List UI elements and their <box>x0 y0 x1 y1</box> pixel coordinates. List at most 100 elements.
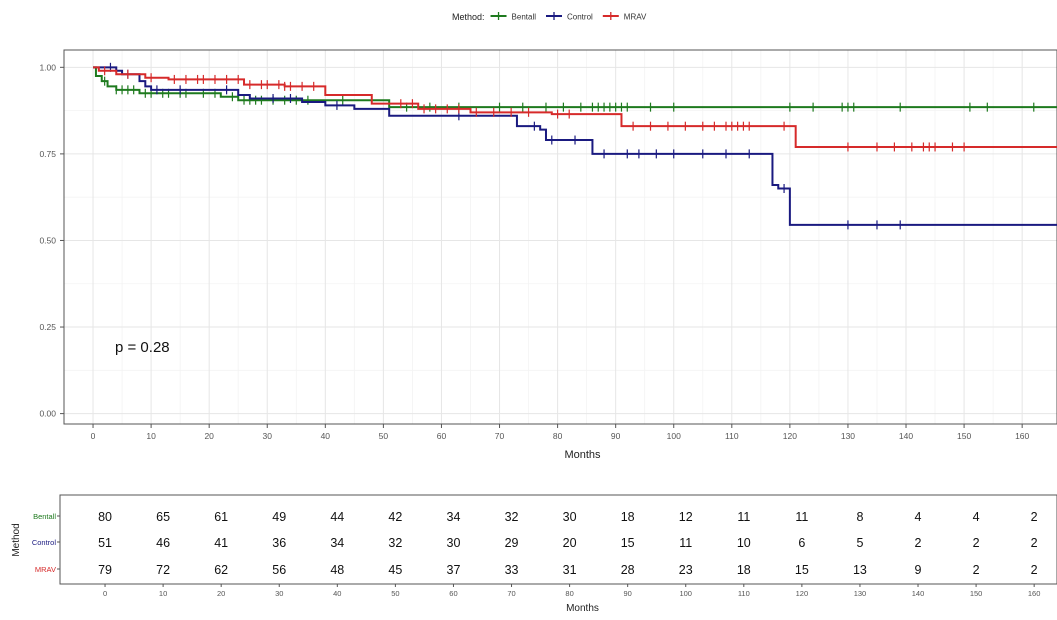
x-tick-label: 130 <box>841 431 855 441</box>
risk-x-tick-label: 120 <box>796 589 809 598</box>
risk-row-label-bentall: Bentall <box>33 512 56 521</box>
risk-table-border <box>59 494 1057 585</box>
risk-count: 34 <box>447 510 461 524</box>
x-tick-label: 0 <box>91 431 96 441</box>
risk-count: 9 <box>915 563 922 577</box>
risk-count: 6 <box>798 536 805 550</box>
y-tick-label: 0.50 <box>39 235 56 245</box>
risk-x-tick-label: 130 <box>854 589 867 598</box>
risk-count: 61 <box>214 510 228 524</box>
risk-x-tick-label: 140 <box>912 589 925 598</box>
risk-count: 23 <box>679 563 693 577</box>
x-tick-label: 20 <box>204 431 214 441</box>
risk-count: 48 <box>330 563 344 577</box>
risk-x-tick-label: 150 <box>970 589 983 598</box>
risk-row-label-mrav: MRAV <box>35 565 56 574</box>
risk-count: 2 <box>915 536 922 550</box>
risk-x-tick-label: 50 <box>391 589 399 598</box>
risk-count: 5 <box>856 536 863 550</box>
x-tick-label: 40 <box>321 431 331 441</box>
risk-count: 12 <box>679 510 693 524</box>
risk-count: 10 <box>737 536 751 550</box>
risk-x-tick-label: 80 <box>565 589 573 598</box>
risk-table-y-title: Method <box>11 523 22 556</box>
risk-x-tick-label: 160 <box>1028 589 1041 598</box>
risk-x-tick-label: 110 <box>738 589 750 598</box>
risk-table-x-title: Months <box>566 603 599 614</box>
x-tick-label: 30 <box>263 431 273 441</box>
x-tick-label: 90 <box>611 431 621 441</box>
risk-count: 44 <box>330 510 344 524</box>
risk-count: 30 <box>563 510 577 524</box>
x-tick-label: 120 <box>783 431 797 441</box>
y-tick-label: 0.25 <box>39 322 56 332</box>
risk-count: 2 <box>1031 536 1038 550</box>
risk-count: 15 <box>621 536 635 550</box>
risk-count: 2 <box>973 563 980 577</box>
risk-row-label-control: Control <box>32 538 57 547</box>
x-tick-label: 140 <box>899 431 913 441</box>
risk-count: 11 <box>679 536 692 550</box>
x-tick-label: 110 <box>725 431 739 441</box>
risk-x-tick-label: 40 <box>333 589 341 598</box>
x-axis-title: Months <box>564 449 601 461</box>
risk-x-tick-label: 60 <box>449 589 457 598</box>
risk-count: 18 <box>737 563 751 577</box>
risk-count: 37 <box>447 563 461 577</box>
survival-curve-bentall <box>93 66 1057 109</box>
risk-count: 4 <box>915 510 922 524</box>
x-tick-label: 50 <box>379 431 389 441</box>
x-tick-label: 80 <box>553 431 563 441</box>
risk-count: 28 <box>621 563 635 577</box>
risk-count: 42 <box>388 510 402 524</box>
risk-count: 65 <box>156 510 170 524</box>
risk-count: 62 <box>214 563 228 577</box>
risk-count: 49 <box>272 510 286 524</box>
survival-curve-mrav <box>93 66 1057 148</box>
risk-count: 20 <box>563 536 577 550</box>
risk-count: 2 <box>973 536 980 550</box>
legend-entry-mrav: MRAV <box>624 13 647 22</box>
risk-count: 72 <box>156 563 170 577</box>
legend-entry-bentall: Bentall <box>512 13 537 22</box>
risk-count: 46 <box>156 536 170 550</box>
legend-title: Method: <box>452 12 485 22</box>
risk-x-tick-label: 70 <box>507 589 515 598</box>
risk-count: 4 <box>973 510 980 524</box>
risk-count: 31 <box>563 563 577 577</box>
risk-count: 32 <box>505 510 519 524</box>
risk-count: 36 <box>272 536 286 550</box>
risk-count: 80 <box>98 510 112 524</box>
risk-count: 13 <box>853 563 867 577</box>
risk-x-tick-label: 0 <box>103 589 107 598</box>
risk-count: 11 <box>737 510 750 524</box>
p-value-annotation: p = 0.28 <box>115 339 170 356</box>
plot-panel-border <box>63 49 1057 425</box>
risk-x-tick-label: 10 <box>159 589 167 598</box>
y-tick-label: 0.75 <box>39 149 56 159</box>
risk-count: 34 <box>330 536 344 550</box>
risk-x-tick-label: 90 <box>623 589 631 598</box>
risk-count: 33 <box>505 563 519 577</box>
risk-count: 41 <box>214 536 228 550</box>
y-tick-label: 0.00 <box>39 409 56 419</box>
survival-curve-control <box>93 66 1057 226</box>
risk-count: 2 <box>1031 563 1038 577</box>
risk-x-tick-label: 30 <box>275 589 283 598</box>
risk-count: 15 <box>795 563 809 577</box>
risk-count: 18 <box>621 510 635 524</box>
x-tick-label: 70 <box>495 431 505 441</box>
risk-count: 32 <box>388 536 402 550</box>
risk-x-tick-label: 20 <box>217 589 225 598</box>
risk-count: 51 <box>98 536 112 550</box>
risk-count: 56 <box>272 563 286 577</box>
risk-x-tick-label: 100 <box>679 589 692 598</box>
risk-count: 2 <box>1031 510 1038 524</box>
x-tick-label: 150 <box>957 431 971 441</box>
x-tick-label: 60 <box>437 431 447 441</box>
risk-count: 30 <box>447 536 461 550</box>
x-tick-label: 100 <box>667 431 681 441</box>
risk-count: 45 <box>388 563 402 577</box>
